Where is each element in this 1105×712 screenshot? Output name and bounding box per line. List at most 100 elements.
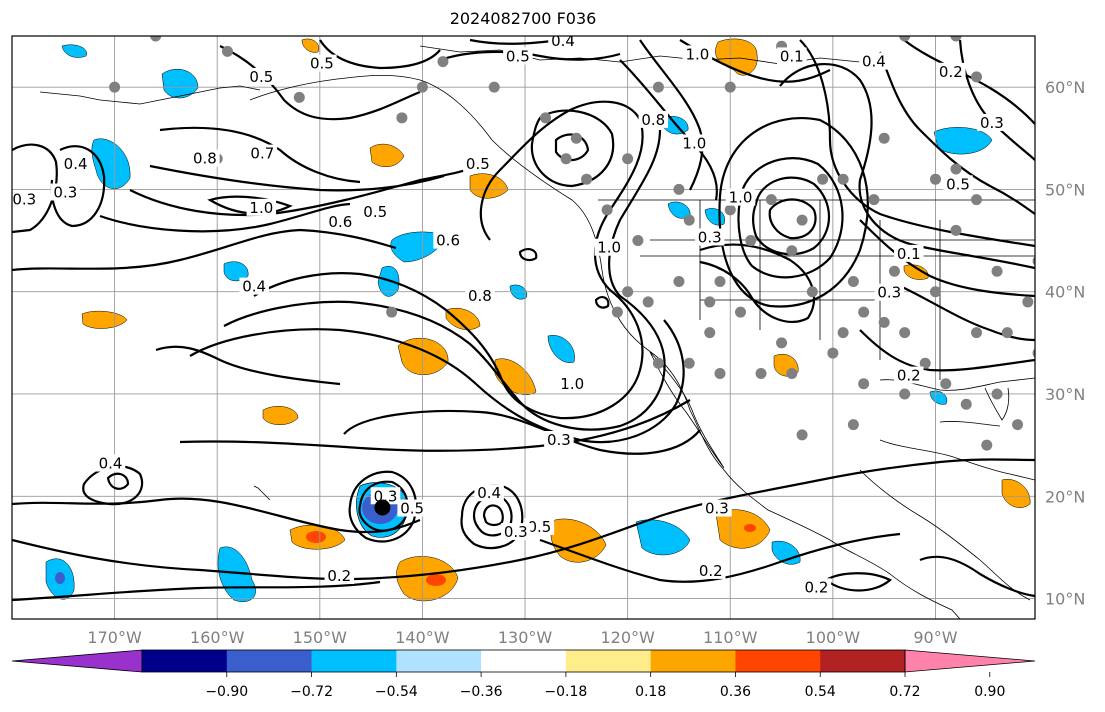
- station-dot: [488, 81, 500, 93]
- station-dot: [724, 81, 736, 93]
- contour-label: 0.5: [946, 175, 970, 193]
- longitude-label: 140°W: [395, 628, 450, 647]
- contour-label: 0.5: [400, 500, 424, 518]
- contour-line: [768, 198, 817, 240]
- station-dot: [714, 275, 726, 287]
- colorbar-tick-label: −0.36: [460, 684, 503, 700]
- contour-label: 0.4: [99, 455, 123, 473]
- latitude-label: 20°N: [1045, 487, 1085, 506]
- contour-label-background: [370, 487, 401, 505]
- contour-label-background: [307, 54, 337, 72]
- contour-line: [737, 157, 844, 279]
- station-dot: [745, 235, 757, 247]
- contour-label-background: [501, 523, 531, 541]
- contour-label: 0.4: [551, 32, 575, 50]
- contour-label: 0.4: [477, 484, 501, 502]
- station-dot: [611, 306, 623, 318]
- contour-label-background: [894, 244, 924, 262]
- station-dot: [683, 214, 695, 226]
- station-dot: [796, 214, 808, 226]
- central-america: [859, 469, 1031, 601]
- contour-line: [530, 109, 615, 188]
- positive-anomaly-patch: [262, 406, 299, 425]
- station-markers: [109, 36, 1054, 451]
- station-dot: [704, 296, 716, 308]
- contour-label-background: [95, 454, 126, 472]
- longitude-label: 150°W: [293, 628, 348, 647]
- contour-lines: [12, 38, 1035, 602]
- graticule: [12, 36, 1035, 619]
- colorbar-segment: [565, 650, 652, 672]
- contour-line: [343, 409, 701, 455]
- aleutian-islands: [39, 85, 261, 105]
- colorbar-segment: [311, 650, 397, 672]
- strong-positive-anomaly: [744, 524, 756, 532]
- contour-label: 1.0: [729, 189, 753, 207]
- station-dot: [581, 173, 593, 185]
- contour-label: 0.5: [527, 518, 551, 536]
- map-title: 2024082700 F036: [449, 9, 597, 28]
- contour-label-background: [544, 431, 574, 449]
- contour-line: [594, 296, 610, 309]
- station-dot: [673, 183, 685, 195]
- station-dot: [776, 337, 788, 349]
- contour-line: [482, 504, 504, 527]
- station-dot: [929, 173, 941, 185]
- colorbar-segment: [396, 650, 482, 672]
- yucatan-peninsula: [879, 439, 1035, 481]
- contour-line: [718, 117, 869, 308]
- contour-label-background: [874, 283, 905, 301]
- station-dot: [1043, 317, 1054, 328]
- latitude-label: 50°N: [1045, 180, 1085, 199]
- contour-line: [824, 572, 892, 592]
- station-dot: [437, 56, 449, 68]
- contour-line: [878, 51, 1035, 215]
- colorbar-tick-label: 0.90: [974, 684, 1005, 700]
- contour-label: 1.0: [560, 375, 584, 393]
- contour-line: [319, 39, 441, 70]
- longitude-label: 110°W: [703, 628, 758, 647]
- station-dot: [786, 245, 798, 257]
- station-dot: [150, 36, 162, 42]
- contour-label-background: [977, 113, 1007, 131]
- strong-positive-anomaly: [306, 531, 326, 543]
- contour-line: [903, 39, 1035, 125]
- contour-label-background: [557, 374, 587, 392]
- contour-line: [899, 285, 1035, 342]
- negative-anomaly-patch: [933, 127, 993, 155]
- contour-label-background: [894, 366, 924, 384]
- contour-label-background: [859, 52, 889, 70]
- longitude-label: 130°W: [498, 628, 553, 647]
- station-dot: [847, 419, 859, 431]
- negative-anomaly-patch: [635, 519, 691, 556]
- contour-line: [253, 100, 644, 420]
- station-dot: [991, 265, 1003, 277]
- contour-label-background: [12, 190, 40, 208]
- negative-anomaly-patch: [547, 335, 575, 363]
- latitude-labels: 60°N 50°N 40°N 30°N 20°N 10°N: [1045, 78, 1085, 608]
- colorbar-tick-label: 0.72: [889, 684, 920, 700]
- contour-label: 1.0: [685, 45, 709, 63]
- station-dot: [899, 388, 911, 400]
- north-america-coastline: [249, 74, 961, 619]
- station-dot: [540, 112, 552, 124]
- station-dot: [386, 306, 398, 318]
- colorbar-segment: [481, 650, 567, 672]
- station-dot: [704, 327, 716, 339]
- station-dot: [1022, 296, 1034, 308]
- station-dot: [981, 439, 993, 451]
- contour-label-background: [777, 47, 807, 65]
- contour-label-background: [474, 484, 504, 502]
- latitude-label: 60°N: [1045, 78, 1085, 97]
- station-dot: [683, 357, 695, 369]
- contour-label-background: [801, 578, 832, 596]
- contour-label-background: [246, 198, 277, 216]
- station-dot: [724, 204, 736, 216]
- colorbar-lower-extension: [11, 649, 143, 673]
- contour-label-background: [503, 47, 533, 65]
- contour-label-background: [325, 213, 356, 231]
- longitude-label: 100°W: [806, 628, 861, 647]
- positive-anomaly-patch: [715, 509, 771, 549]
- contour-line: [348, 470, 418, 543]
- contour-line: [751, 176, 831, 256]
